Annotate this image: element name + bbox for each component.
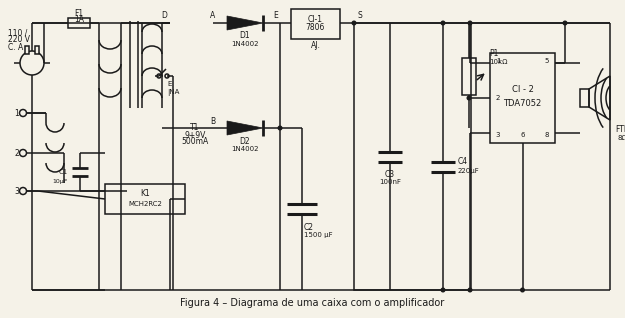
Circle shape [521, 288, 524, 292]
Text: C2: C2 [304, 223, 314, 232]
Text: C3: C3 [385, 170, 395, 179]
Text: 220 V: 220 V [8, 36, 30, 45]
Text: 3: 3 [14, 186, 19, 196]
Text: A: A [211, 11, 216, 20]
Text: FTE: FTE [615, 126, 625, 135]
Circle shape [468, 288, 472, 292]
Text: AJ.: AJ. [311, 40, 321, 50]
Text: CI - 2: CI - 2 [511, 86, 534, 94]
Circle shape [468, 96, 471, 100]
Text: 1: 1 [14, 108, 19, 117]
Polygon shape [227, 121, 263, 135]
Text: 220μF: 220μF [458, 169, 480, 175]
Text: CI-1: CI-1 [308, 16, 323, 24]
Text: 100nF: 100nF [379, 179, 401, 185]
Text: 5: 5 [545, 58, 549, 64]
Text: S: S [357, 11, 362, 20]
Text: 1N4002: 1N4002 [231, 146, 259, 152]
Text: P1: P1 [489, 50, 498, 59]
Text: C4: C4 [458, 157, 468, 166]
Text: 8: 8 [545, 132, 549, 138]
Text: |NA: |NA [167, 88, 179, 95]
Text: 2: 2 [14, 149, 19, 157]
Text: 7806: 7806 [306, 24, 325, 32]
Text: 1: 1 [496, 58, 500, 64]
Circle shape [563, 21, 567, 25]
Text: 9+9V: 9+9V [184, 130, 206, 140]
Bar [580, 89, 589, 107]
Text: D2: D2 [240, 136, 250, 146]
Circle shape [352, 21, 356, 25]
Text: D: D [161, 11, 167, 20]
Text: TDA7052: TDA7052 [503, 99, 542, 107]
Text: 10μF: 10μF [52, 178, 68, 183]
Text: T1: T1 [190, 123, 200, 133]
Bar [105, 184, 185, 214]
Text: E: E [273, 11, 278, 20]
Text: K1: K1 [140, 190, 150, 198]
Bar [35, 46, 39, 54]
Text: 500mA: 500mA [181, 137, 209, 147]
Text: C. A: C. A [8, 43, 23, 52]
Circle shape [278, 126, 282, 130]
Circle shape [441, 21, 445, 25]
Text: 110 /: 110 / [8, 29, 28, 38]
Bar [291, 9, 340, 39]
Text: B: B [211, 116, 216, 126]
Circle shape [468, 21, 472, 25]
Bar [462, 58, 476, 95]
Text: 10kΩ: 10kΩ [489, 59, 508, 65]
Text: 1N4002: 1N4002 [231, 41, 259, 47]
Bar [354, 23, 471, 290]
Bar [490, 53, 555, 143]
Text: 6: 6 [520, 132, 525, 138]
Text: E: E [167, 81, 171, 87]
Text: F1: F1 [74, 9, 84, 17]
Bar [68, 18, 90, 28]
Text: C1: C1 [59, 169, 68, 175]
Text: Figura 4 – Diagrama de uma caixa com o amplificador: Figura 4 – Diagrama de uma caixa com o a… [180, 298, 444, 308]
Text: MCH2RC2: MCH2RC2 [128, 201, 162, 207]
Text: 1A: 1A [74, 16, 84, 24]
Polygon shape [227, 16, 263, 30]
Text: 2: 2 [496, 95, 500, 101]
Bar [25, 46, 29, 54]
Text: 1500 μF: 1500 μF [304, 232, 332, 238]
Text: 3: 3 [496, 132, 500, 138]
Text: 8Ω: 8Ω [617, 135, 625, 141]
Circle shape [441, 288, 445, 292]
Text: D1: D1 [240, 31, 250, 40]
